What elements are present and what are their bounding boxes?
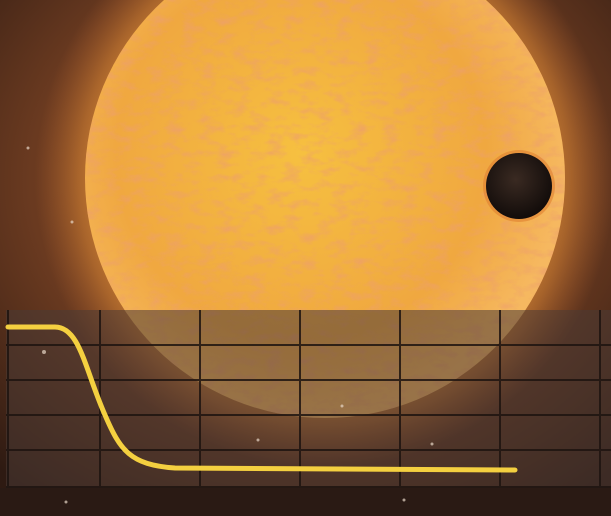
star-dot [341,405,344,408]
bottom-strip [0,488,611,516]
star-dot [257,439,260,442]
star-dot [27,147,30,150]
star-dot [431,443,434,446]
star-dot [42,350,46,354]
page: (() => { const data = JSON.parse(documen… [0,0,611,516]
star-dot [71,221,74,224]
light-curve-panel [6,310,611,488]
star-dot [65,501,68,504]
planet [486,153,552,219]
star-dot [403,499,406,502]
transit-illustration [0,0,611,516]
